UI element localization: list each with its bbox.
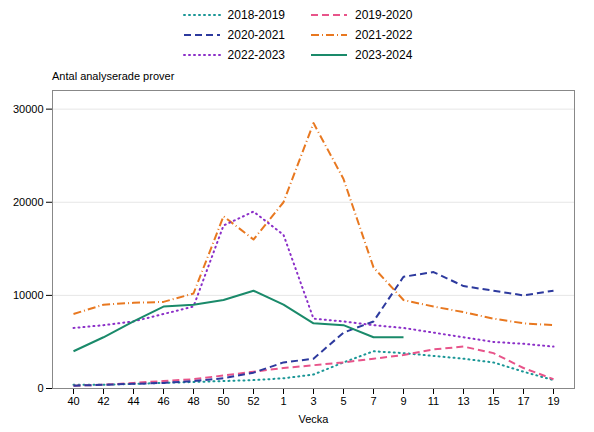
svg-text:3: 3 (310, 395, 316, 407)
svg-text:13: 13 (457, 395, 469, 407)
svg-text:7: 7 (370, 395, 376, 407)
svg-text:15: 15 (487, 395, 499, 407)
html-text:2022-2023: 2022-2023 (227, 48, 285, 62)
html-text:2020-2021: 2020-2021 (227, 28, 285, 42)
svg-text:17: 17 (517, 395, 529, 407)
svg-text:40: 40 (67, 395, 79, 407)
svg-text:48: 48 (187, 395, 199, 407)
html-text:2023-2024: 2023-2024 (355, 48, 413, 62)
svg-text:52: 52 (247, 395, 259, 407)
svg-text:1: 1 (280, 395, 286, 407)
svg-text:44: 44 (127, 395, 139, 407)
svg-text:46: 46 (157, 395, 169, 407)
svg-text:Vecka: Vecka (299, 413, 330, 425)
svg-text:19: 19 (547, 395, 559, 407)
svg-text:42: 42 (97, 395, 109, 407)
html-text:Antal analyserade prover: Antal analyserade prover (52, 70, 175, 82)
svg-text:50: 50 (217, 395, 229, 407)
svg-text:30000: 30000 (13, 103, 44, 115)
svg-text:5: 5 (340, 395, 346, 407)
svg-text:0: 0 (37, 382, 43, 394)
html-text:2019-2020: 2019-2020 (355, 8, 413, 22)
svg-text:20000: 20000 (13, 196, 44, 208)
svg-text:11: 11 (428, 395, 439, 407)
html-text:2018-2019: 2018-2019 (227, 8, 285, 22)
html-text:2021-2022: 2021-2022 (355, 28, 413, 42)
svg-text:9: 9 (400, 395, 406, 407)
svg-text:10000: 10000 (13, 289, 44, 301)
